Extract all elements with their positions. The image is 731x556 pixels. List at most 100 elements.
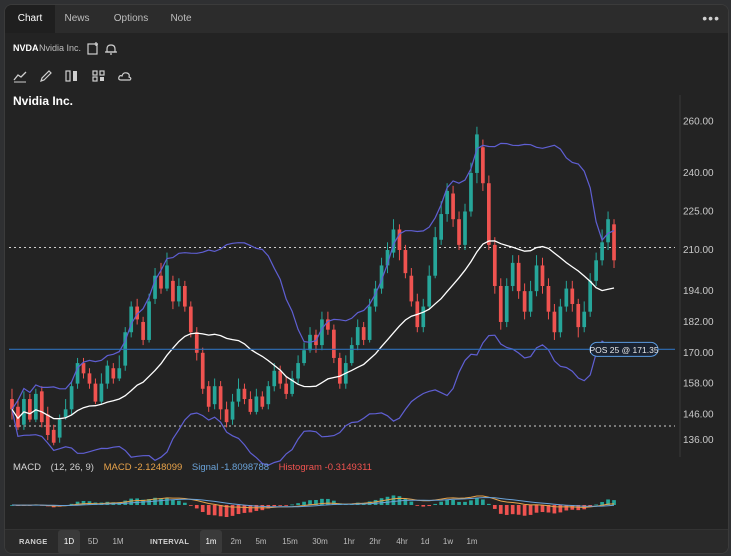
histogram-bar	[492, 505, 497, 509]
histogram-bar	[123, 500, 128, 505]
histogram-bar	[498, 505, 503, 514]
candle-body	[391, 229, 396, 253]
histogram-bar	[373, 499, 378, 505]
candle-body	[469, 172, 473, 212]
candle-body	[427, 275, 432, 307]
company-name: Nvidia Inc.	[39, 43, 82, 53]
candle-body	[576, 303, 581, 328]
candle-body	[457, 219, 461, 245]
histogram-bar	[612, 500, 616, 505]
alert-bell-icon[interactable]	[103, 41, 119, 57]
interval-label: INTERVAL	[150, 537, 190, 546]
interval-15m[interactable]: 15m	[282, 537, 298, 546]
candle-body	[492, 244, 497, 286]
range-label: RANGE	[19, 537, 48, 546]
compare-icon[interactable]	[64, 68, 80, 84]
line-chart-icon[interactable]	[12, 68, 28, 84]
candle-body	[171, 280, 175, 302]
histogram-bar	[504, 505, 509, 515]
ticker-symbol[interactable]: NVDA	[13, 43, 39, 53]
candle-body	[600, 242, 604, 261]
candle-body	[105, 365, 110, 384]
ellipsis-icon[interactable]: •••	[702, 10, 720, 26]
range-5d[interactable]: 5D	[87, 537, 99, 546]
candle-body	[188, 306, 193, 333]
histogram-bar	[475, 497, 479, 505]
interval-1m-alt[interactable]: 1m	[466, 537, 478, 546]
histogram-bar	[528, 505, 533, 515]
interval-5m[interactable]: 5m	[255, 537, 267, 546]
macd-params: (12, 26, 9)	[50, 462, 94, 473]
histogram-bar	[135, 498, 140, 505]
candle-body	[504, 285, 509, 322]
candle-body	[153, 275, 157, 299]
candle-body	[75, 363, 80, 384]
drawing-toolbar	[5, 63, 728, 89]
candle-body	[516, 262, 521, 292]
histogram-bar	[445, 499, 449, 505]
interval-2hr[interactable]: 2hr	[369, 537, 381, 546]
chart-widget: Chart News Options Note ••• NVDA Nvidia …	[4, 4, 729, 554]
interval-2m[interactable]: 2m	[230, 537, 242, 546]
sma-line	[11, 240, 615, 420]
candle-body	[177, 285, 181, 302]
histogram-bar	[457, 501, 461, 505]
histogram-value: Histogram -0.3149311	[278, 462, 372, 473]
histogram-bar	[534, 505, 539, 513]
layout-grid-icon[interactable]	[91, 68, 107, 84]
histogram-bar	[606, 499, 610, 505]
interval-4hr[interactable]: 4hr	[396, 537, 408, 546]
candle-body	[206, 386, 211, 407]
candle-body	[16, 406, 20, 428]
candle-body	[367, 306, 372, 340]
tab-chart[interactable]: Chart	[5, 5, 55, 33]
candle-body	[111, 368, 116, 379]
candle-body	[272, 370, 277, 387]
tab-options[interactable]: Options	[113, 13, 149, 24]
candle-body	[302, 350, 306, 364]
candle-body	[564, 288, 569, 307]
histogram-bar	[320, 498, 324, 505]
cloud-icon[interactable]	[117, 68, 133, 84]
candle-body	[284, 383, 289, 394]
histogram-bar	[564, 505, 569, 511]
note-add-icon[interactable]	[85, 41, 101, 57]
interval-1d[interactable]: 1d	[420, 537, 430, 546]
histogram-bar	[409, 501, 414, 505]
candle-body	[355, 327, 360, 346]
tab-note[interactable]: Note	[170, 13, 192, 24]
range-1d[interactable]: 1D	[58, 530, 80, 553]
histogram-bar	[546, 505, 551, 513]
candle-body	[528, 291, 533, 312]
histogram-bar	[403, 498, 408, 505]
histogram-bar	[540, 505, 545, 513]
sma-curve	[11, 240, 615, 420]
histogram-bar	[552, 505, 557, 514]
candle-body	[33, 393, 38, 420]
interval-1hr[interactable]: 1hr	[343, 537, 355, 546]
candle-body	[552, 311, 557, 333]
candle-body	[421, 306, 426, 328]
interval-30m[interactable]: 30m	[312, 537, 328, 546]
histogram-bar	[194, 505, 199, 509]
candle-body	[290, 378, 294, 394]
candle-body	[266, 386, 271, 405]
candle-body	[445, 190, 449, 215]
price-chart[interactable]: 260.00 240.00 225.00 210.00 194.00 182.00 170.…	[5, 89, 728, 541]
price-axis: 260.00 240.00 225.00 210.00 194.00 182.00 170.…	[679, 95, 714, 457]
draw-pencil-icon[interactable]	[38, 68, 54, 84]
candlestick-series	[10, 126, 616, 446]
histogram-bar	[308, 500, 312, 505]
candle-body	[218, 386, 223, 410]
interval-1m[interactable]: 1m	[200, 530, 222, 553]
histogram-bar	[206, 505, 211, 515]
tab-news[interactable]: News	[64, 13, 90, 24]
histogram-bar	[290, 504, 294, 506]
candle-body	[612, 224, 616, 261]
candle-body	[349, 345, 354, 364]
histogram-bar	[296, 503, 300, 505]
range-1m[interactable]: 1M	[112, 537, 124, 546]
interval-1w[interactable]: 1w	[442, 537, 454, 546]
candle-body	[296, 363, 300, 379]
candle-body	[182, 285, 187, 307]
